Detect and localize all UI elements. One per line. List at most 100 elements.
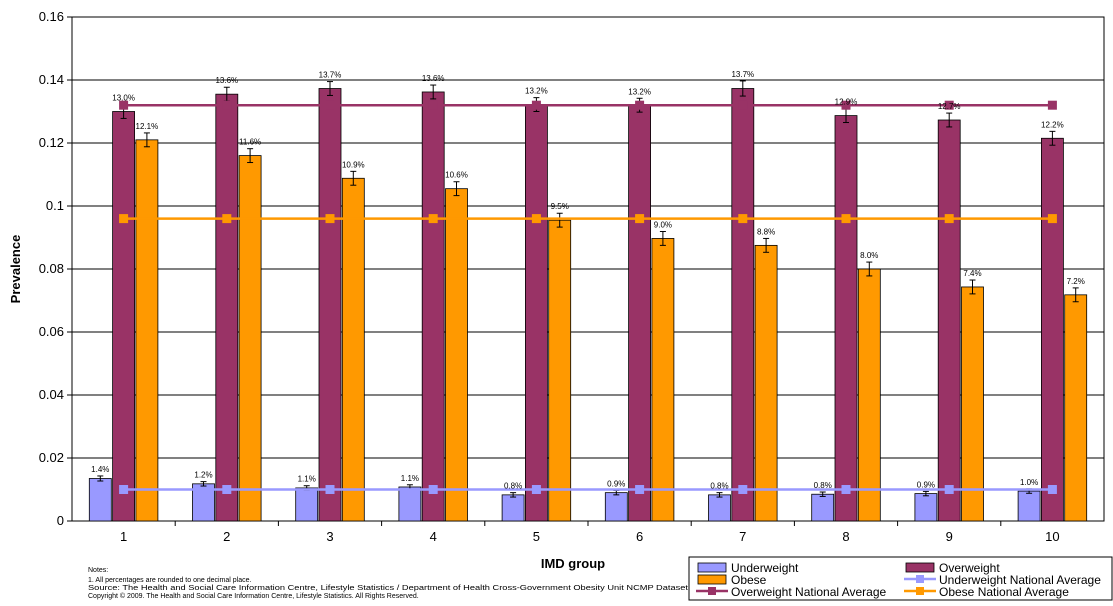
bar-underweight [398, 486, 422, 522]
marker-overweight-average [635, 100, 645, 110]
marker-obese-average [944, 214, 954, 224]
data-label-overweight: 13.6% [215, 76, 238, 85]
legend-swatch-overweight [905, 562, 935, 573]
marker-overweight-average [119, 100, 129, 110]
legend-label-overweight: Overweight [939, 561, 1000, 575]
axis-layer: 0 0.02 0.04 0.06 0.08 0.1 0.12 0.14 0.16 1 2 3 4 5 6 7 8… [39, 9, 1060, 544]
marker-overweight-average [841, 100, 851, 110]
data-label-overweight: 13.7% [319, 71, 342, 80]
bar-obese [341, 177, 365, 522]
x-tick-label: 3 [326, 529, 333, 544]
marker-obese-average [119, 214, 129, 224]
x-axis-title: IMD group [541, 556, 605, 571]
bar-overweight [318, 88, 342, 522]
data-label-underweight: 0.8% [814, 481, 832, 490]
data-label-underweight: 1.1% [298, 475, 316, 484]
marker-obese-average [222, 214, 232, 224]
data-label-obese: 9.5% [551, 202, 569, 211]
notes-line-2: Source: The Health and Social Care Infor… [88, 585, 688, 592]
marker-overweight-average [531, 100, 541, 110]
data-label-underweight: 0.8% [504, 482, 522, 491]
bar-underweight [501, 494, 525, 522]
bar-overweight [112, 111, 135, 522]
marker-underweight-average [944, 485, 954, 494]
data-label-obese: 10.9% [342, 160, 365, 169]
data-label-underweight: 1.1% [401, 474, 419, 483]
marker-overweight-average [944, 100, 954, 110]
marker-obese-average [428, 214, 438, 224]
bar-overweight [937, 119, 961, 522]
data-label-underweight: 1.4% [91, 465, 109, 474]
marker-obese-average [1047, 214, 1057, 224]
legend-label-obese-average: Obese National Average [939, 585, 1069, 599]
bar-obese [857, 268, 881, 522]
bar-underweight [295, 487, 319, 522]
data-label-underweight: 0.8% [710, 482, 728, 491]
data-label-overweight: 13.0% [112, 94, 135, 103]
data-label-obese: 11.6% [239, 138, 261, 147]
bar-overweight [731, 88, 755, 522]
x-tick-label: 5 [533, 529, 540, 544]
data-label-overweight: 13.2% [628, 87, 651, 96]
bar-obese [961, 286, 984, 522]
y-tick-label: 0.1 [46, 198, 64, 213]
legend-label-obese: Obese [731, 573, 767, 587]
bar-underweight [1017, 490, 1041, 522]
data-label-obese: 12.1% [136, 122, 159, 131]
legend-box [688, 556, 1113, 601]
notes-line-3: Copyright © 2009. The Health and Social … [88, 592, 419, 600]
bar-overweight [628, 104, 651, 522]
marker-underweight-average [531, 485, 541, 494]
y-tick-label: 0.12 [39, 135, 64, 150]
data-label-underweight: 0.9% [607, 479, 625, 488]
marker-underweight-average [119, 485, 129, 494]
bar-obese [548, 219, 572, 522]
marker-overweight-average [428, 100, 438, 110]
bar-obese [135, 139, 159, 522]
notes-line-1: 1. All percentages are rounded to one de… [88, 577, 251, 584]
legend-marker-obese-average [916, 587, 924, 595]
legend-swatch-underweight [697, 562, 727, 573]
y-tick-label: 0.08 [39, 261, 64, 276]
marker-overweight-average [325, 100, 335, 110]
bar-underweight [88, 478, 112, 522]
data-label-overweight: 13.7% [731, 70, 754, 79]
legend-marker-overweight-average [708, 587, 716, 595]
labels-layer: 1.4% 1.2% 1.1% 1.1% 0.8% 0.9% 0.8% 0.8% 0.9% 1.0%… [91, 70, 1085, 491]
data-label-obese: 8.0% [860, 251, 878, 260]
marker-underweight-average [222, 485, 232, 494]
data-label-obese: 10.6% [445, 171, 468, 180]
bar-overweight [215, 93, 239, 522]
x-tick-label: 6 [636, 529, 643, 544]
data-label-obese: 9.0% [654, 221, 672, 230]
y-axis-title: Prevalence [8, 235, 23, 304]
marker-underweight-average [635, 485, 645, 494]
marker-underweight-average [738, 485, 748, 494]
marker-obese-average [531, 214, 541, 224]
data-label-underweight: 1.0% [1020, 478, 1038, 487]
marker-underweight-average [841, 485, 851, 494]
x-tick-label: 4 [430, 529, 437, 544]
legend-swatch-obese [697, 574, 727, 585]
data-label-obese: 7.2% [1067, 277, 1085, 286]
bar-overweight [1041, 137, 1064, 522]
marker-underweight-average [428, 485, 438, 494]
y-tick-label: 0.06 [39, 324, 64, 339]
marker-obese-average [738, 214, 748, 224]
data-label-obese: 7.4% [963, 269, 981, 278]
y-tick-label: 0.02 [39, 450, 64, 465]
bar-obese [238, 155, 262, 522]
data-label-overweight: 12.7% [938, 102, 961, 111]
marker-overweight-average [222, 100, 232, 110]
x-tick-label: 9 [946, 529, 953, 544]
marker-overweight-average [738, 100, 748, 110]
bar-obese [651, 238, 675, 522]
bar-underweight [604, 492, 628, 522]
legend: Underweight Overweight Obese Underweight… [688, 556, 1113, 601]
bars-layer [88, 80, 1088, 522]
x-tick-label: 10 [1045, 529, 1059, 544]
legend-marker-underweight-average [916, 575, 924, 583]
marker-obese-average [635, 214, 645, 224]
